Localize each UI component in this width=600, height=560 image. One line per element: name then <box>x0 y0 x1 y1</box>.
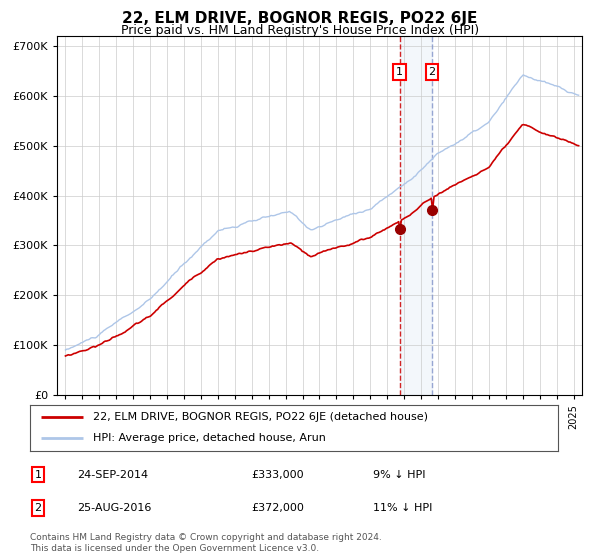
Bar <box>400 36 432 395</box>
Text: 25-AUG-2016: 25-AUG-2016 <box>77 503 152 513</box>
Text: HPI: Average price, detached house, Arun: HPI: Average price, detached house, Arun <box>94 433 326 444</box>
Text: 1: 1 <box>396 67 403 77</box>
Text: Price paid vs. HM Land Registry's House Price Index (HPI): Price paid vs. HM Land Registry's House … <box>121 24 479 37</box>
Text: 11% ↓ HPI: 11% ↓ HPI <box>373 503 433 513</box>
Text: 22, ELM DRIVE, BOGNOR REGIS, PO22 6JE: 22, ELM DRIVE, BOGNOR REGIS, PO22 6JE <box>122 11 478 26</box>
Text: Contains HM Land Registry data © Crown copyright and database right 2024.
This d: Contains HM Land Registry data © Crown c… <box>30 533 382 553</box>
Text: 24-SEP-2014: 24-SEP-2014 <box>77 470 149 479</box>
Text: 9% ↓ HPI: 9% ↓ HPI <box>373 470 426 479</box>
Text: £333,000: £333,000 <box>252 470 304 479</box>
Text: 2: 2 <box>428 67 436 77</box>
Text: £372,000: £372,000 <box>252 503 305 513</box>
Text: 1: 1 <box>34 470 41 479</box>
Text: 2: 2 <box>34 503 41 513</box>
Text: 22, ELM DRIVE, BOGNOR REGIS, PO22 6JE (detached house): 22, ELM DRIVE, BOGNOR REGIS, PO22 6JE (d… <box>94 412 428 422</box>
